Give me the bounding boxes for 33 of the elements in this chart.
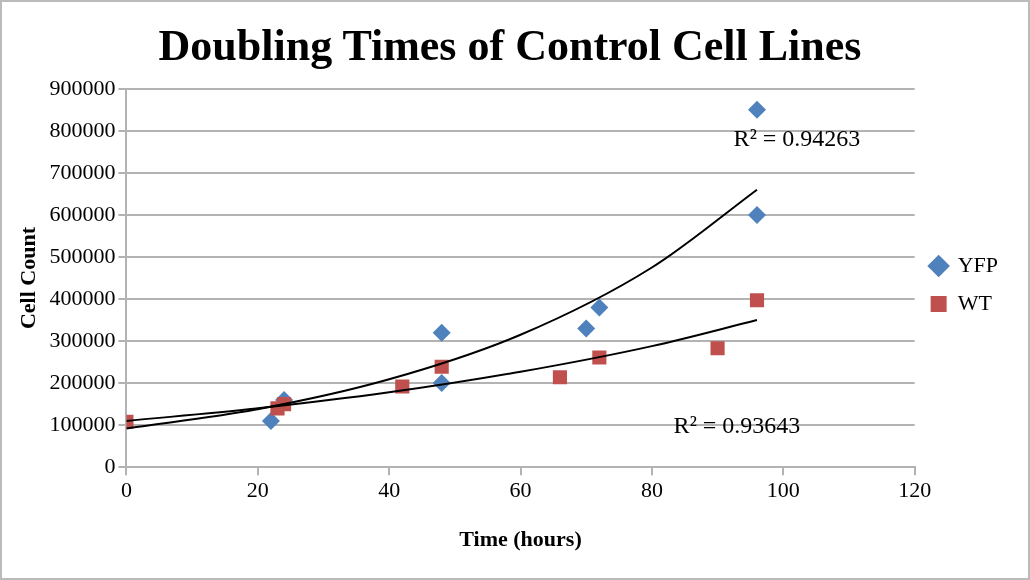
y-tick-label: 200000 xyxy=(49,368,116,394)
y-tick-label: 500000 xyxy=(49,242,116,268)
point xyxy=(747,100,766,119)
x-axis-title: Time (hours) xyxy=(459,526,582,552)
x-tick-label: 100 xyxy=(766,477,800,503)
annotation: R² = 0.93643 xyxy=(673,412,801,439)
y-tick-label: 0 xyxy=(104,452,116,478)
chart-title: Doubling Times of Control Cell Lines xyxy=(158,20,862,70)
legend-label: YFP xyxy=(957,251,998,277)
point xyxy=(710,341,725,356)
point xyxy=(749,293,765,308)
y-tick-label: 700000 xyxy=(49,158,116,184)
legend-label: WT xyxy=(957,289,993,315)
x-tick-label: 80 xyxy=(640,477,663,503)
x-tick-label: 0 xyxy=(120,477,132,503)
point xyxy=(432,323,451,342)
point xyxy=(590,298,609,317)
y-tick-label: 400000 xyxy=(49,284,116,310)
point xyxy=(261,411,280,430)
y-tick-label: 600000 xyxy=(49,200,116,226)
x-tick-label: 60 xyxy=(509,477,532,503)
point xyxy=(577,319,596,338)
y-tick-label: 800000 xyxy=(49,116,116,142)
y-tick-label: 300000 xyxy=(49,326,116,352)
x-tick-label: 120 xyxy=(898,477,932,503)
point xyxy=(747,205,766,224)
annotation: R² = 0.94263 xyxy=(733,125,861,151)
y-tick-label: 100000 xyxy=(49,410,116,436)
point xyxy=(552,370,567,385)
x-tick-label: 20 xyxy=(246,477,269,503)
x-tick-label: 40 xyxy=(378,477,401,503)
y-axis-title: Cell Count xyxy=(14,226,40,330)
y-tick-label: 900000 xyxy=(49,74,116,100)
